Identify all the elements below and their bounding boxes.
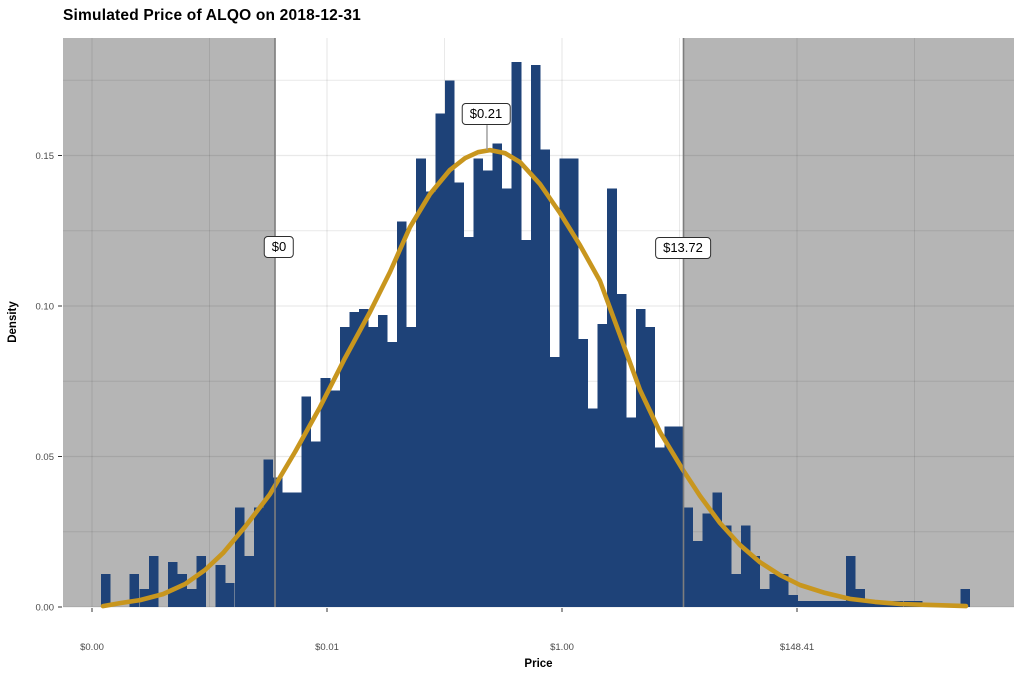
histogram-bar [674,426,684,607]
histogram-bar [712,492,722,607]
histogram-bar [339,327,350,607]
histogram-bar [779,573,789,607]
histogram-bar [454,182,464,607]
histogram-bar [578,339,589,607]
histogram-bar [425,191,436,607]
histogram-bar [521,239,531,607]
histogram-bar [588,408,598,607]
histogram-bar [616,293,627,607]
histogram-bar [960,588,971,607]
histogram-bar [464,236,474,607]
histogram-bar [769,573,780,607]
y-tick-label: 0.10 [36,302,55,313]
histogram-bar [511,62,522,607]
histogram-bar [330,390,340,607]
x-tick-label: $0.00 [80,642,104,653]
histogram-bar [148,555,159,607]
histogram-bar [549,357,560,607]
histogram-bar [530,65,541,607]
histogram-bar [311,441,321,607]
histogram-bar [444,80,455,607]
histogram-bar [607,188,617,608]
x-tick-label: $1.00 [550,642,574,653]
histogram-bar [807,600,818,607]
histogram-bar [683,507,694,607]
histogram-bar [731,573,741,607]
histogram-bar [196,555,207,607]
histogram-bar [540,149,550,608]
histogram-bar [301,396,312,607]
histogram-bar [292,492,302,607]
histogram-bar [349,312,359,607]
histogram-bar [750,555,761,607]
histogram-bar [234,507,245,607]
histogram-bar [798,600,808,607]
histogram-bar [635,309,646,607]
histogram-bar [435,113,445,608]
histogram-bar [253,507,264,607]
histogram-bar [244,555,254,607]
annotation-label-upper-bound: $13.72 [655,236,711,259]
histogram-bar [836,600,847,607]
density-curve [100,147,969,609]
histogram-bar [626,417,636,607]
histogram-bar [177,573,188,607]
histogram-bar [406,327,417,607]
histogram-bar [368,327,379,607]
histogram-bar [502,188,512,608]
histogram-bar [826,600,837,607]
histogram-bar [865,600,875,607]
histogram-bar [416,158,426,607]
histogram-bar [702,513,713,607]
histogram-bar [664,426,675,607]
histogram-bar [397,221,407,607]
chart-title: Simulated Price of ALQO on 2018-12-31 [63,7,361,24]
x-tick-label: $0.01 [315,642,339,653]
histogram-bar [492,143,503,607]
histogram-bar [282,492,293,607]
histogram-bar [473,158,484,607]
histogram-bar [100,573,111,607]
x-tick-label: $148.41 [780,642,814,653]
histogram-bar [740,525,751,607]
annotation-label-zero: $0 [263,236,295,258]
histogram-bar [559,158,570,607]
histogram-bar [817,600,827,607]
histogram-bar [320,378,331,607]
shaded-region-right [683,38,1014,607]
x-axis-title: Price [524,658,553,670]
histogram-bar [215,564,226,607]
histogram-bar [129,573,140,607]
histogram-bar [655,447,665,607]
histogram-bar [760,588,770,607]
histogram-bar [788,594,799,607]
histogram-bar [387,342,398,607]
histogram-bar [846,555,856,607]
histogram-bar [272,477,283,607]
histogram-bar [225,582,235,607]
histogram-bar [167,561,178,607]
y-tick-label: 0.15 [36,151,55,162]
histogram-bar [645,327,655,607]
annotation-label-median-price: $0.21 [461,102,511,125]
histogram-bar [263,459,273,607]
histogram-bar [358,309,369,607]
histogram-bar [597,324,608,607]
histogram-bar [693,540,703,607]
histogram-bar [721,525,732,607]
histogram-bar [377,315,388,607]
histogram-bar [186,588,197,607]
histogram-bar [569,158,579,607]
histogram-bar [483,170,493,608]
y-axis-title: Density [7,301,19,343]
y-tick-label: 0.00 [36,603,55,614]
y-tick-label: 0.05 [36,452,55,463]
